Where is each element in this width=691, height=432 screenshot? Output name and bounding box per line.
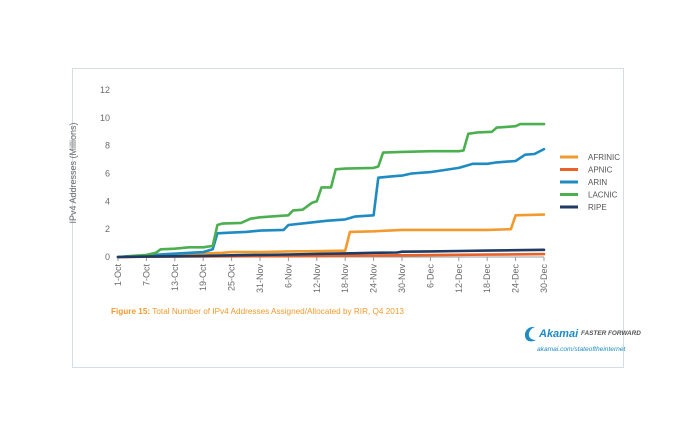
brand-url[interactable]: akamai.com/stateoftheinternet [537,346,626,353]
legend-label-ripe: RIPE [588,203,607,212]
x-tick-label: 6-Dec [425,264,435,289]
x-tick-label: 1-Oct [113,264,123,287]
y-tick-label: 6 [105,169,110,179]
x-tick-label: 18-Nov [340,264,350,294]
series-line-lacnic [116,122,546,259]
akamai-logo: Akamai FASTER FORWARD akamai.com/stateof… [523,325,641,365]
legend-label-apnic: APNIC [588,166,613,175]
y-tick-label: 2 [105,224,110,234]
x-tick-label: 12-Nov [312,264,322,294]
y-tick-label: 12 [100,85,110,95]
figure-frame [72,68,624,368]
x-tick-label: 6-Nov [283,264,293,289]
legend-label-lacnic: LACNIC [588,191,618,200]
x-tick-label: 19-Oct [198,264,208,292]
x-tick-label: 12-Dec [454,264,464,294]
figure-caption-text: Total Number of IPv4 Addresses Assigned/… [152,307,404,316]
x-tick-label: 30-Dec [539,264,549,294]
series-line-ripe [116,248,546,259]
chart-axes: 0 2 4 6 8 10 12 1-Oct 7-Oct 13-Oct 19-Oct 25-Oct 31-… [100,85,549,293]
y-tick-label: 10 [100,113,110,123]
legend-label-afrinic: AFRINIC [588,153,620,162]
brand-name: Akamai [539,328,579,340]
x-tick-label: 31-Nov [255,264,265,294]
x-tick-label: 18-Dec [482,264,492,294]
figure-caption-label: Figure 15: [111,307,151,316]
chart-legend: AFRINIC APNIC ARIN LACNIC RIPE [560,153,620,212]
series-line-afrinic [116,213,546,259]
y-axis-label: IPv4 Addresses (Millions) [68,122,78,223]
x-tick-label: 7-Oct [141,264,151,287]
x-tick-label: 24-Dec [511,264,521,294]
figure-caption: Figure 15: Total Number of IPv4 Addresse… [111,307,404,316]
x-tick-label: 25-Oct [227,264,237,292]
akamai-swoosh-icon [525,326,536,342]
logo-brand-row: Akamai FASTER FORWARD [523,325,641,343]
y-tick-label: 0 [105,252,110,262]
legend-label-arin: ARIN [588,178,607,187]
y-tick-label: 8 [105,141,110,151]
series-layer [116,122,546,259]
x-tick-label: 13-Oct [170,264,180,292]
brand-tagline: FASTER FORWARD [581,330,641,337]
series-line-arin [116,147,546,259]
x-tick-label: 30-Nov [397,264,407,294]
y-tick-label: 4 [105,196,110,206]
x-tick-label: 24-Nov [369,264,379,294]
